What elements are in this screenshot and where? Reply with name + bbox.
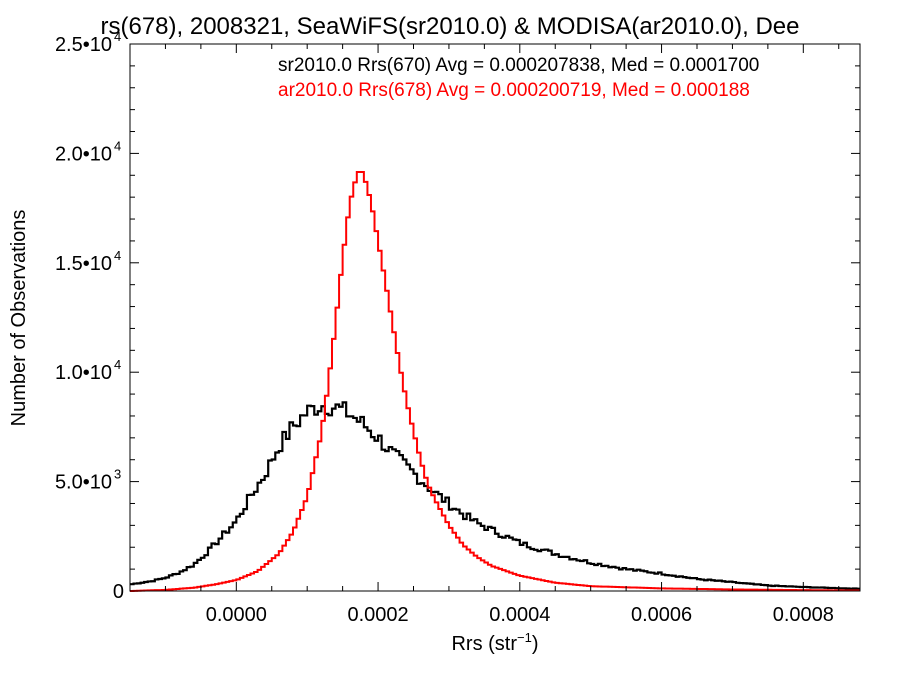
x-tick-label-2: 0.0004	[489, 604, 550, 626]
legend-entry-sr2010: sr2010.0 Rrs(670) Avg = 0.000207838, Med…	[278, 55, 759, 76]
plot-frame	[129, 43, 861, 592]
legend: sr2010.0 Rrs(670) Avg = 0.000207838, Med…	[278, 55, 759, 101]
series-line-ar2010	[130, 171, 860, 592]
y-tick-exponent-2: 4	[114, 357, 121, 372]
y-axis-ticks: 05.0•10 31.0•10 41.5•10 42.0•10 42.5•10 4	[55, 29, 860, 603]
series-layer	[130, 171, 860, 592]
x-tick-label-4: 0.0008	[773, 604, 834, 626]
x-axis-ticks: 0.0000 0.0002 0.0004 0.0006 0.0008	[164, 44, 840, 626]
y-tick-exponent-5: 4	[114, 29, 121, 44]
y-tick-exponent-4: 4	[114, 138, 121, 153]
y-tick-exponent-3: 4	[114, 248, 121, 263]
x-axis-label-main: Rrs (str	[451, 633, 517, 655]
x-tick-label-1: 0.0002	[347, 604, 408, 626]
chart-title: rs(678), 2008321, SeaWiFS(sr2010.0) & MO…	[101, 13, 800, 40]
y-tick-exponent-1: 3	[114, 467, 121, 482]
y-axis-label: Number of Observations	[8, 210, 30, 427]
y-tick-label-0: 0	[113, 581, 124, 603]
y-tick-label-2: 1.0•10	[55, 362, 112, 384]
x-axis-label: Rrs (str−1)	[451, 630, 538, 655]
x-axis-label-close: )	[532, 633, 539, 655]
y-tick-label-1: 5.0•10	[55, 472, 112, 494]
legend-entry-ar2010: ar2010.0 Rrs(678) Avg = 0.000200719, Med…	[278, 80, 750, 101]
y-tick-label-5: 2.5•10	[55, 34, 112, 56]
x-axis-label-superscript: −1	[517, 630, 532, 645]
y-tick-label-4: 2.0•10	[55, 143, 112, 165]
series-line-sr2010	[130, 401, 860, 590]
x-tick-label-0: 0.0000	[206, 604, 267, 626]
y-tick-label-3: 1.5•10	[55, 253, 112, 275]
x-tick-label-3: 0.0006	[631, 604, 692, 626]
